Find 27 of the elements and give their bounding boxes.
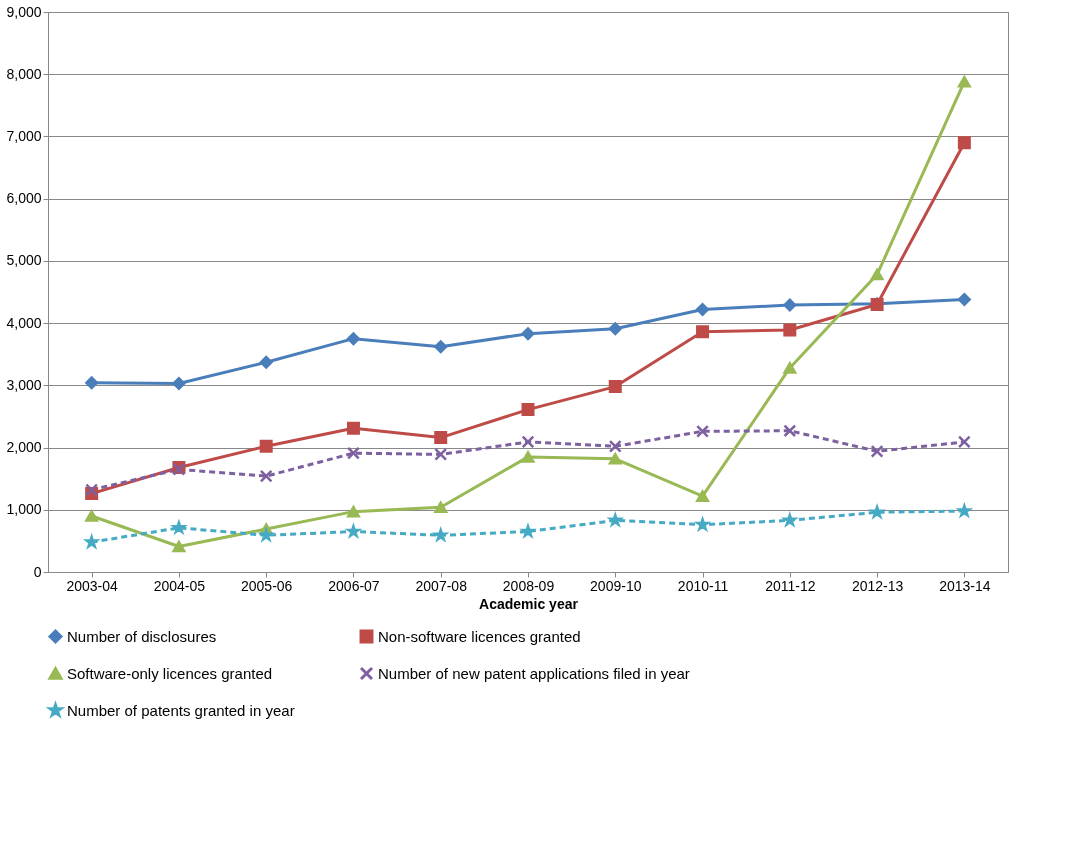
- y-tick-label: 3,000: [6, 376, 42, 393]
- x-tick-label: 2005-06: [240, 577, 293, 594]
- y-tick-label: 5,000: [6, 252, 42, 269]
- y-tick-label: 8,000: [6, 65, 42, 82]
- x-tick-label: 2004-05: [153, 577, 206, 594]
- legend-label: Number of patents granted in year: [67, 701, 295, 719]
- y-tick-label: 7,000: [6, 127, 42, 144]
- x-axis-title: Academic year: [479, 595, 579, 612]
- legend-label: Non-software licences granted: [378, 627, 581, 645]
- x-tick-label: 2008-09: [502, 577, 555, 594]
- y-tick-label: 0: [33, 563, 42, 580]
- x-tick-label: 2009-10: [590, 577, 642, 594]
- legend-label: Software-only licences granted: [67, 664, 273, 682]
- legend-label: Number of disclosures: [67, 627, 217, 645]
- x-tick-label: 2012-13: [851, 577, 904, 594]
- legend-label: Number of new patent applications filed in year: [378, 664, 690, 682]
- x-tick-label: 2007-08: [415, 577, 468, 594]
- y-tick-label: 6,000: [6, 190, 42, 207]
- y-tick-label: 4,000: [6, 314, 42, 331]
- y-tick-label: 9,000: [6, 3, 42, 20]
- x-tick-label: 2010-11: [677, 577, 729, 594]
- x-tick-label: 2011-12: [765, 577, 816, 594]
- x-tick-label: 2013-14: [939, 577, 991, 594]
- y-tick-label: 2,000: [6, 439, 42, 456]
- x-tick-label: 2003-04: [66, 577, 119, 594]
- y-tick-label: 1,000: [6, 501, 42, 518]
- x-tick-label: 2006-07: [328, 577, 380, 594]
